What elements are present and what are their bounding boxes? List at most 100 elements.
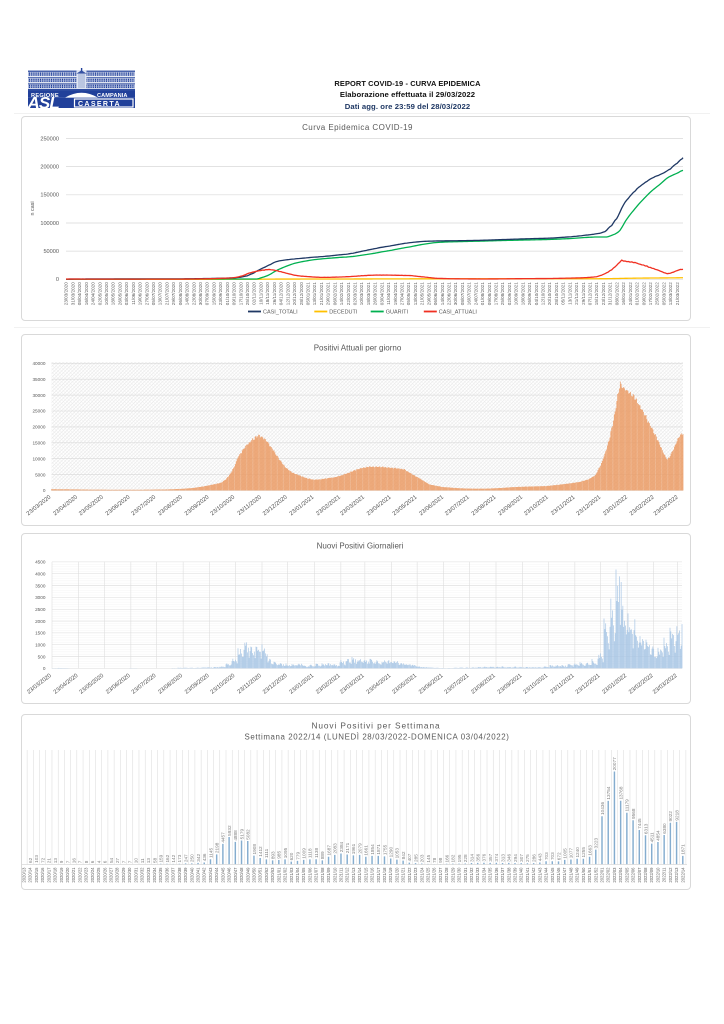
- svg-text:21/05/2021: 21/05/2021: [420, 282, 425, 305]
- svg-text:20077: 20077: [612, 757, 617, 770]
- svg-text:142: 142: [171, 854, 176, 862]
- svg-text:10436: 10436: [600, 802, 605, 815]
- svg-text:23/08/2021: 23/08/2021: [471, 495, 498, 518]
- svg-text:23/01/2022: 23/01/2022: [602, 495, 629, 518]
- svg-text:23/05/2021: 23/05/2021: [391, 673, 418, 696]
- svg-text:2021/27: 2021/27: [438, 867, 443, 883]
- svg-text:2021/26: 2021/26: [432, 867, 437, 883]
- svg-text:54: 54: [109, 857, 114, 863]
- svg-text:703: 703: [544, 852, 549, 860]
- svg-text:2021/12: 2021/12: [345, 867, 350, 883]
- svg-text:29/05/2021: 29/05/2021: [426, 282, 431, 305]
- svg-text:10/09/2021: 10/09/2021: [514, 282, 519, 305]
- svg-text:23/05/2021: 23/05/2021: [392, 495, 419, 518]
- svg-text:16: 16: [72, 858, 77, 864]
- svg-text:2020/46: 2020/46: [227, 867, 232, 883]
- svg-text:2020/13: 2020/13: [22, 867, 27, 883]
- svg-text:2020/52: 2020/52: [264, 867, 269, 883]
- svg-text:2020/26: 2020/26: [102, 867, 107, 883]
- svg-text:2020/17: 2020/17: [46, 867, 51, 883]
- svg-text:24/07/2021: 24/07/2021: [473, 282, 478, 305]
- svg-text:13/03/2022: 13/03/2022: [668, 282, 673, 305]
- svg-text:2021/38: 2021/38: [506, 867, 511, 883]
- svg-text:2020/38: 2020/38: [177, 867, 182, 883]
- svg-text:1854: 1854: [370, 844, 375, 855]
- svg-text:2020/28: 2020/28: [115, 867, 120, 883]
- svg-text:21/11/2021: 21/11/2021: [574, 282, 579, 305]
- svg-text:195: 195: [457, 854, 462, 862]
- svg-text:23/03/2021: 23/03/2021: [339, 673, 366, 696]
- svg-text:2022/09: 2022/09: [649, 867, 654, 883]
- svg-text:10/11/2020: 10/11/2020: [258, 282, 263, 305]
- svg-text:23/07/2021: 23/07/2021: [444, 673, 471, 696]
- svg-text:4500: 4500: [35, 560, 46, 565]
- svg-text:23/12/2020: 23/12/2020: [262, 673, 289, 696]
- svg-text:23/07/2020: 23/07/2020: [131, 495, 158, 518]
- svg-text:02/05/2020: 02/05/2020: [97, 282, 102, 305]
- svg-text:21: 21: [47, 858, 52, 864]
- svg-text:9568: 9568: [631, 808, 636, 819]
- svg-text:173: 173: [177, 854, 182, 862]
- svg-text:2021/17: 2021/17: [376, 867, 381, 883]
- svg-text:2500: 2500: [35, 607, 46, 612]
- svg-text:27/04/2021: 27/04/2021: [399, 282, 404, 305]
- svg-text:228: 228: [463, 854, 468, 862]
- svg-text:1755: 1755: [382, 844, 387, 855]
- svg-text:26/05/2020: 26/05/2020: [117, 282, 122, 305]
- svg-text:7: 7: [65, 860, 70, 863]
- svg-text:98: 98: [438, 857, 443, 863]
- svg-text:100000: 100000: [40, 221, 59, 227]
- svg-text:06/06/2021: 06/06/2021: [433, 282, 438, 305]
- svg-text:23/09/2020: 23/09/2020: [218, 282, 223, 305]
- svg-text:2021/46: 2021/46: [556, 867, 561, 883]
- svg-text:2021/02: 2021/02: [283, 867, 288, 883]
- svg-text:0: 0: [56, 277, 59, 283]
- svg-text:2020/24: 2020/24: [90, 867, 95, 883]
- svg-text:145: 145: [426, 854, 431, 862]
- svg-text:3223: 3223: [594, 838, 599, 849]
- svg-text:2021/44: 2021/44: [544, 867, 549, 883]
- svg-text:2020/19: 2020/19: [59, 867, 64, 883]
- svg-text:24/04/2020: 24/04/2020: [91, 282, 96, 305]
- svg-text:2021/32: 2021/32: [469, 867, 474, 883]
- svg-text:0: 0: [43, 488, 46, 493]
- svg-text:103: 103: [34, 855, 39, 863]
- svg-text:26/09/2021: 26/09/2021: [527, 282, 532, 305]
- svg-text:06/02/2021: 06/02/2021: [332, 282, 337, 305]
- svg-text:5000: 5000: [35, 472, 46, 477]
- svg-text:CASI_TOTALI: CASI_TOTALI: [263, 310, 298, 316]
- svg-text:1871: 1871: [376, 844, 381, 855]
- svg-text:23/11/2021: 23/11/2021: [549, 673, 575, 695]
- svg-text:18/11/2020: 18/11/2020: [265, 282, 270, 305]
- svg-text:1095: 1095: [283, 847, 288, 858]
- svg-text:1908: 1908: [252, 844, 257, 855]
- svg-text:30/06/2021: 30/06/2021: [453, 282, 458, 305]
- svg-text:3000: 3000: [35, 595, 46, 600]
- svg-text:2020/42: 2020/42: [202, 867, 207, 883]
- svg-text:2021/18: 2021/18: [382, 867, 387, 883]
- svg-text:20/10/2021: 20/10/2021: [547, 282, 552, 305]
- svg-text:2020/40: 2020/40: [189, 867, 194, 883]
- svg-text:2079: 2079: [357, 843, 362, 854]
- svg-text:407: 407: [407, 853, 412, 861]
- svg-text:159: 159: [159, 854, 164, 862]
- svg-text:6313: 6313: [643, 823, 648, 834]
- svg-text:CASERTA: CASERTA: [78, 100, 121, 108]
- svg-text:GUARITI: GUARITI: [386, 310, 409, 316]
- svg-text:2021/09: 2021/09: [326, 867, 331, 883]
- svg-text:779: 779: [295, 851, 300, 859]
- svg-text:1240: 1240: [575, 847, 580, 858]
- svg-text:18/09/2021: 18/09/2021: [520, 282, 525, 305]
- svg-text:500: 500: [38, 654, 46, 659]
- svg-text:Nuovi Positivi Giornalieri: Nuovi Positivi Giornalieri: [317, 542, 404, 551]
- svg-text:23/05/2020: 23/05/2020: [78, 495, 105, 518]
- svg-text:Curva Epidemica COVID-19: Curva Epidemica COVID-19: [302, 123, 413, 132]
- svg-text:2020/48: 2020/48: [239, 867, 244, 883]
- svg-text:2020/37: 2020/37: [171, 867, 176, 883]
- svg-text:23/02/2022: 23/02/2022: [628, 673, 655, 696]
- svg-text:2020/49: 2020/49: [245, 867, 250, 883]
- svg-text:2384: 2384: [339, 841, 344, 852]
- svg-text:247: 247: [183, 854, 188, 862]
- svg-text:23/08/2021: 23/08/2021: [470, 673, 497, 696]
- svg-text:10: 10: [134, 858, 139, 864]
